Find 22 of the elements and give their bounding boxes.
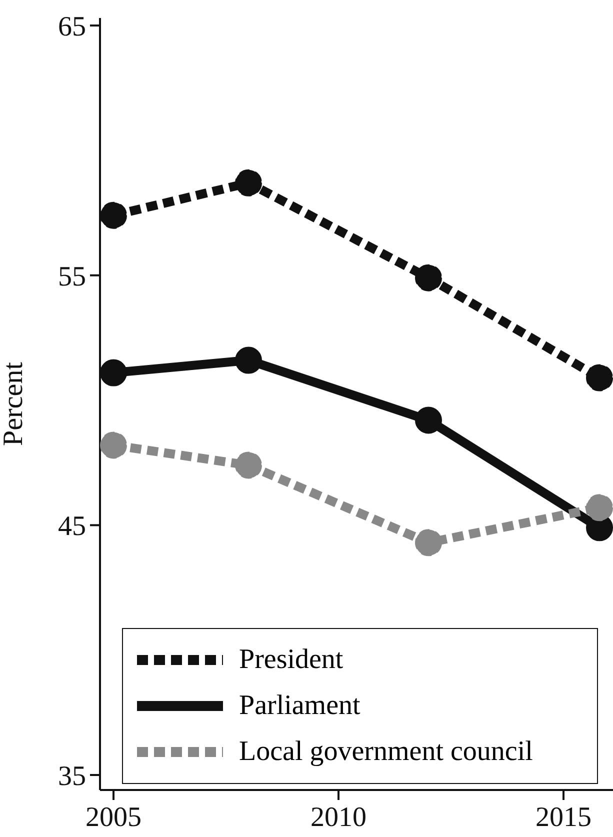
legend-label: Parliament: [239, 690, 360, 722]
point: [415, 529, 442, 556]
point: [235, 169, 262, 196]
point: [100, 432, 127, 459]
point: [415, 406, 442, 434]
point: [100, 359, 127, 386]
y-tick-label: 55: [58, 261, 86, 292]
y-tick-label: 65: [58, 11, 86, 42]
y-tick-label: 45: [58, 511, 86, 542]
point: [586, 494, 613, 522]
x-tick-label: 2005: [86, 802, 142, 833]
point: [100, 202, 127, 229]
x-tick-label: 2010: [310, 802, 366, 833]
point: [235, 346, 262, 374]
point: [415, 264, 442, 292]
legend-label: President: [239, 644, 344, 676]
y-tick-label: 35: [58, 760, 86, 792]
x-tick-label: 2015: [536, 802, 592, 833]
point: [235, 452, 262, 479]
y-axis-title: Percent: [0, 362, 29, 446]
legend-label: Local government council: [239, 736, 533, 768]
point: [586, 364, 613, 392]
